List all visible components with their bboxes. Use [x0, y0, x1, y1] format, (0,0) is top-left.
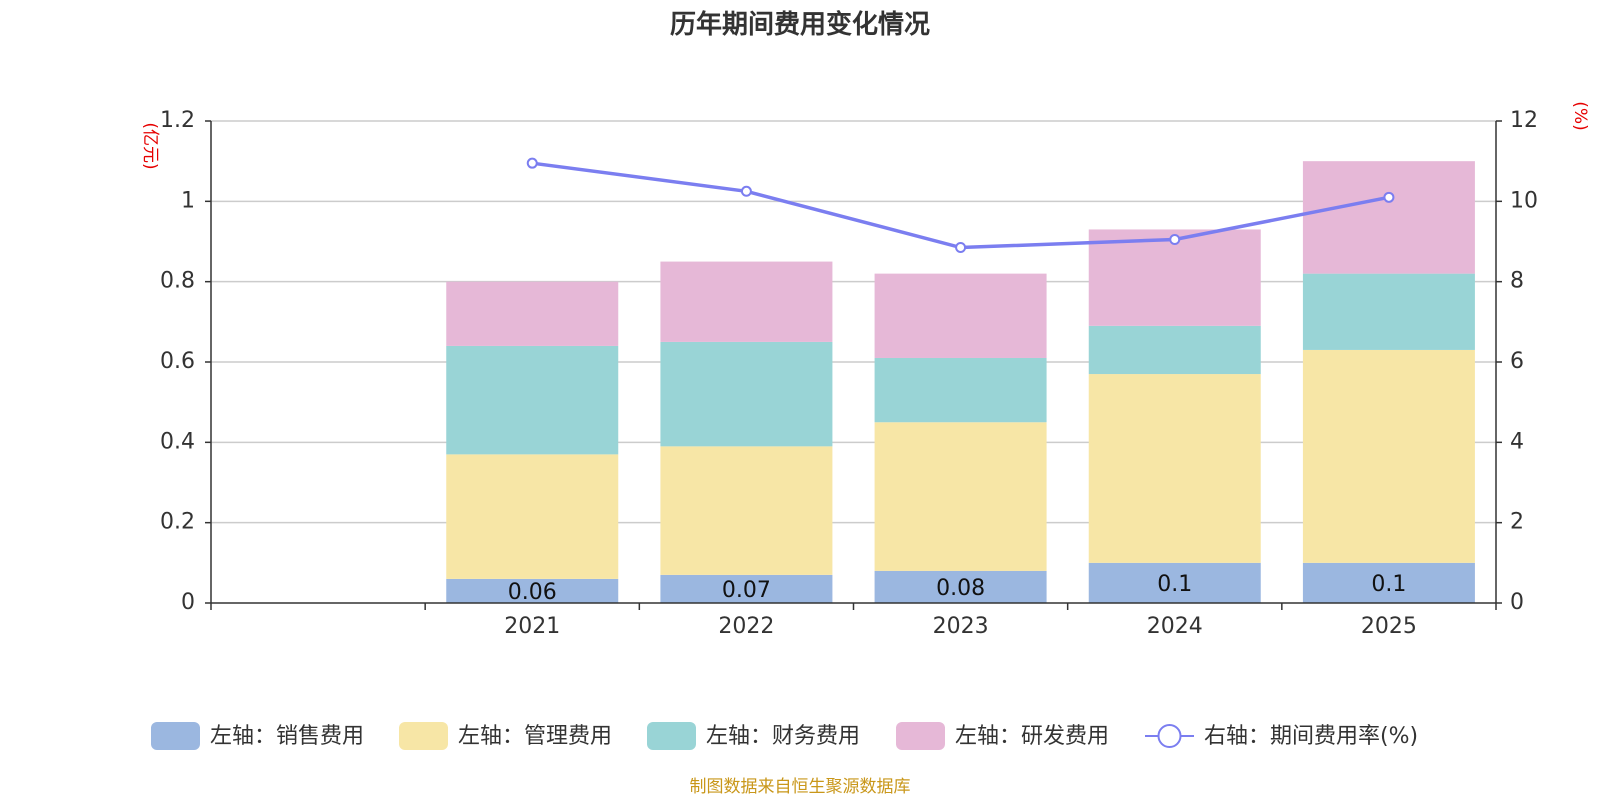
right-axis-unit: (%)	[1570, 101, 1590, 130]
right-axis-tick-label: 12	[1510, 108, 1538, 133]
legend-label: 左轴：销售费用	[210, 724, 364, 749]
rate-point	[740, 185, 752, 197]
bar-segment	[1088, 562, 1261, 603]
bar-data-label: 0.1	[1371, 572, 1406, 597]
left-axis-tick-label: 1.2	[160, 108, 195, 133]
bar-data-label: 0.07	[722, 578, 771, 603]
rate-point	[955, 242, 967, 254]
right-axis-tick-label: 0	[1510, 590, 1524, 615]
bar-segment	[446, 281, 619, 346]
right-axis-tick-label: 10	[1510, 188, 1538, 213]
right-axis-tick-label: 2	[1510, 510, 1524, 535]
bar-segment	[1302, 562, 1475, 603]
bar-segment	[1302, 161, 1475, 274]
legend-swatch	[399, 722, 448, 750]
bar-data-label: 0.06	[508, 580, 557, 605]
bar-segment	[660, 341, 833, 447]
bar-segment	[660, 261, 833, 342]
bar-segment	[1088, 374, 1261, 563]
legend-label: 左轴：财务费用	[706, 724, 860, 749]
bar-segment	[874, 273, 1047, 358]
bar-segment	[874, 422, 1047, 571]
bar-data-label: 0.1	[1157, 572, 1192, 597]
rate-point	[1383, 191, 1395, 203]
right-axis-tick-label: 6	[1510, 349, 1524, 374]
legend: 左轴：销售费用 左轴：管理费用 左轴：财务费用 左轴：研发费用 右轴：期间费用率(%)	[151, 722, 1418, 750]
bar-segment	[874, 357, 1047, 423]
legend-swatch	[151, 722, 200, 750]
rate-point	[1169, 233, 1181, 245]
x-axis-tick-label: 2024	[1147, 614, 1203, 639]
source-note: 制图数据来自恒生聚源数据库	[690, 777, 911, 797]
rate-point	[526, 157, 538, 169]
left-axis-tick-label: 0.6	[160, 349, 195, 374]
x-axis-tick-label: 2022	[718, 614, 774, 639]
bar-segment	[1302, 349, 1475, 563]
legend-label: 左轴：研发费用	[955, 724, 1109, 749]
left-axis-tick-label: 1	[181, 188, 195, 213]
x-axis-tick-label: 2021	[504, 614, 560, 639]
legend-item: 左轴：销售费用	[151, 722, 364, 750]
legend-item: 右轴：期间费用率(%)	[1145, 724, 1418, 749]
bar-segment	[446, 345, 619, 455]
bar-segment	[1302, 273, 1475, 350]
left-axis-tick-label: 0	[181, 590, 195, 615]
bar-series	[446, 161, 1475, 603]
bar-segment	[660, 574, 833, 603]
bar-segment	[1088, 229, 1261, 326]
left-axis-tick-label: 0.8	[160, 269, 195, 294]
axes: 0 0 0.2 2 0.4 4 0.6 6 0.8 8 1 10 1.2 12 2021 2022 2023 20…	[160, 108, 1538, 639]
legend-marker-swatch	[1157, 724, 1182, 748]
legend-swatch	[647, 722, 696, 750]
left-axis-tick-label: 0.2	[160, 510, 195, 535]
right-axis-tick-label: 8	[1510, 269, 1524, 294]
left-axis-unit: (亿元)	[140, 122, 160, 169]
x-axis-tick-label: 2023	[933, 614, 989, 639]
bar-segment	[660, 446, 833, 575]
bar-segment	[1088, 325, 1261, 375]
bar-data-labels: 0.06 0.07 0.08 0.1 0.1	[508, 572, 1407, 605]
bar-segment	[446, 578, 619, 603]
bar-data-label: 0.08	[936, 576, 985, 601]
bar-segment	[446, 454, 619, 579]
legend-swatch	[896, 722, 945, 750]
rate-line-series	[526, 157, 1395, 254]
left-axis-tick-label: 0.4	[160, 429, 195, 454]
x-axis-tick-label: 2025	[1361, 614, 1417, 639]
legend-label: 右轴：期间费用率(%)	[1204, 724, 1418, 749]
legend-item: 左轴：财务费用	[647, 722, 860, 750]
right-axis-tick-label: 4	[1510, 429, 1524, 454]
gridlines	[211, 120, 1496, 524]
chart-title: 历年期间费用变化情况	[670, 9, 930, 40]
bar-segment	[874, 570, 1047, 603]
legend-item: 左轴：管理费用	[399, 722, 612, 750]
legend-label: 左轴：管理费用	[458, 724, 612, 749]
legend-item: 左轴：研发费用	[896, 722, 1109, 750]
